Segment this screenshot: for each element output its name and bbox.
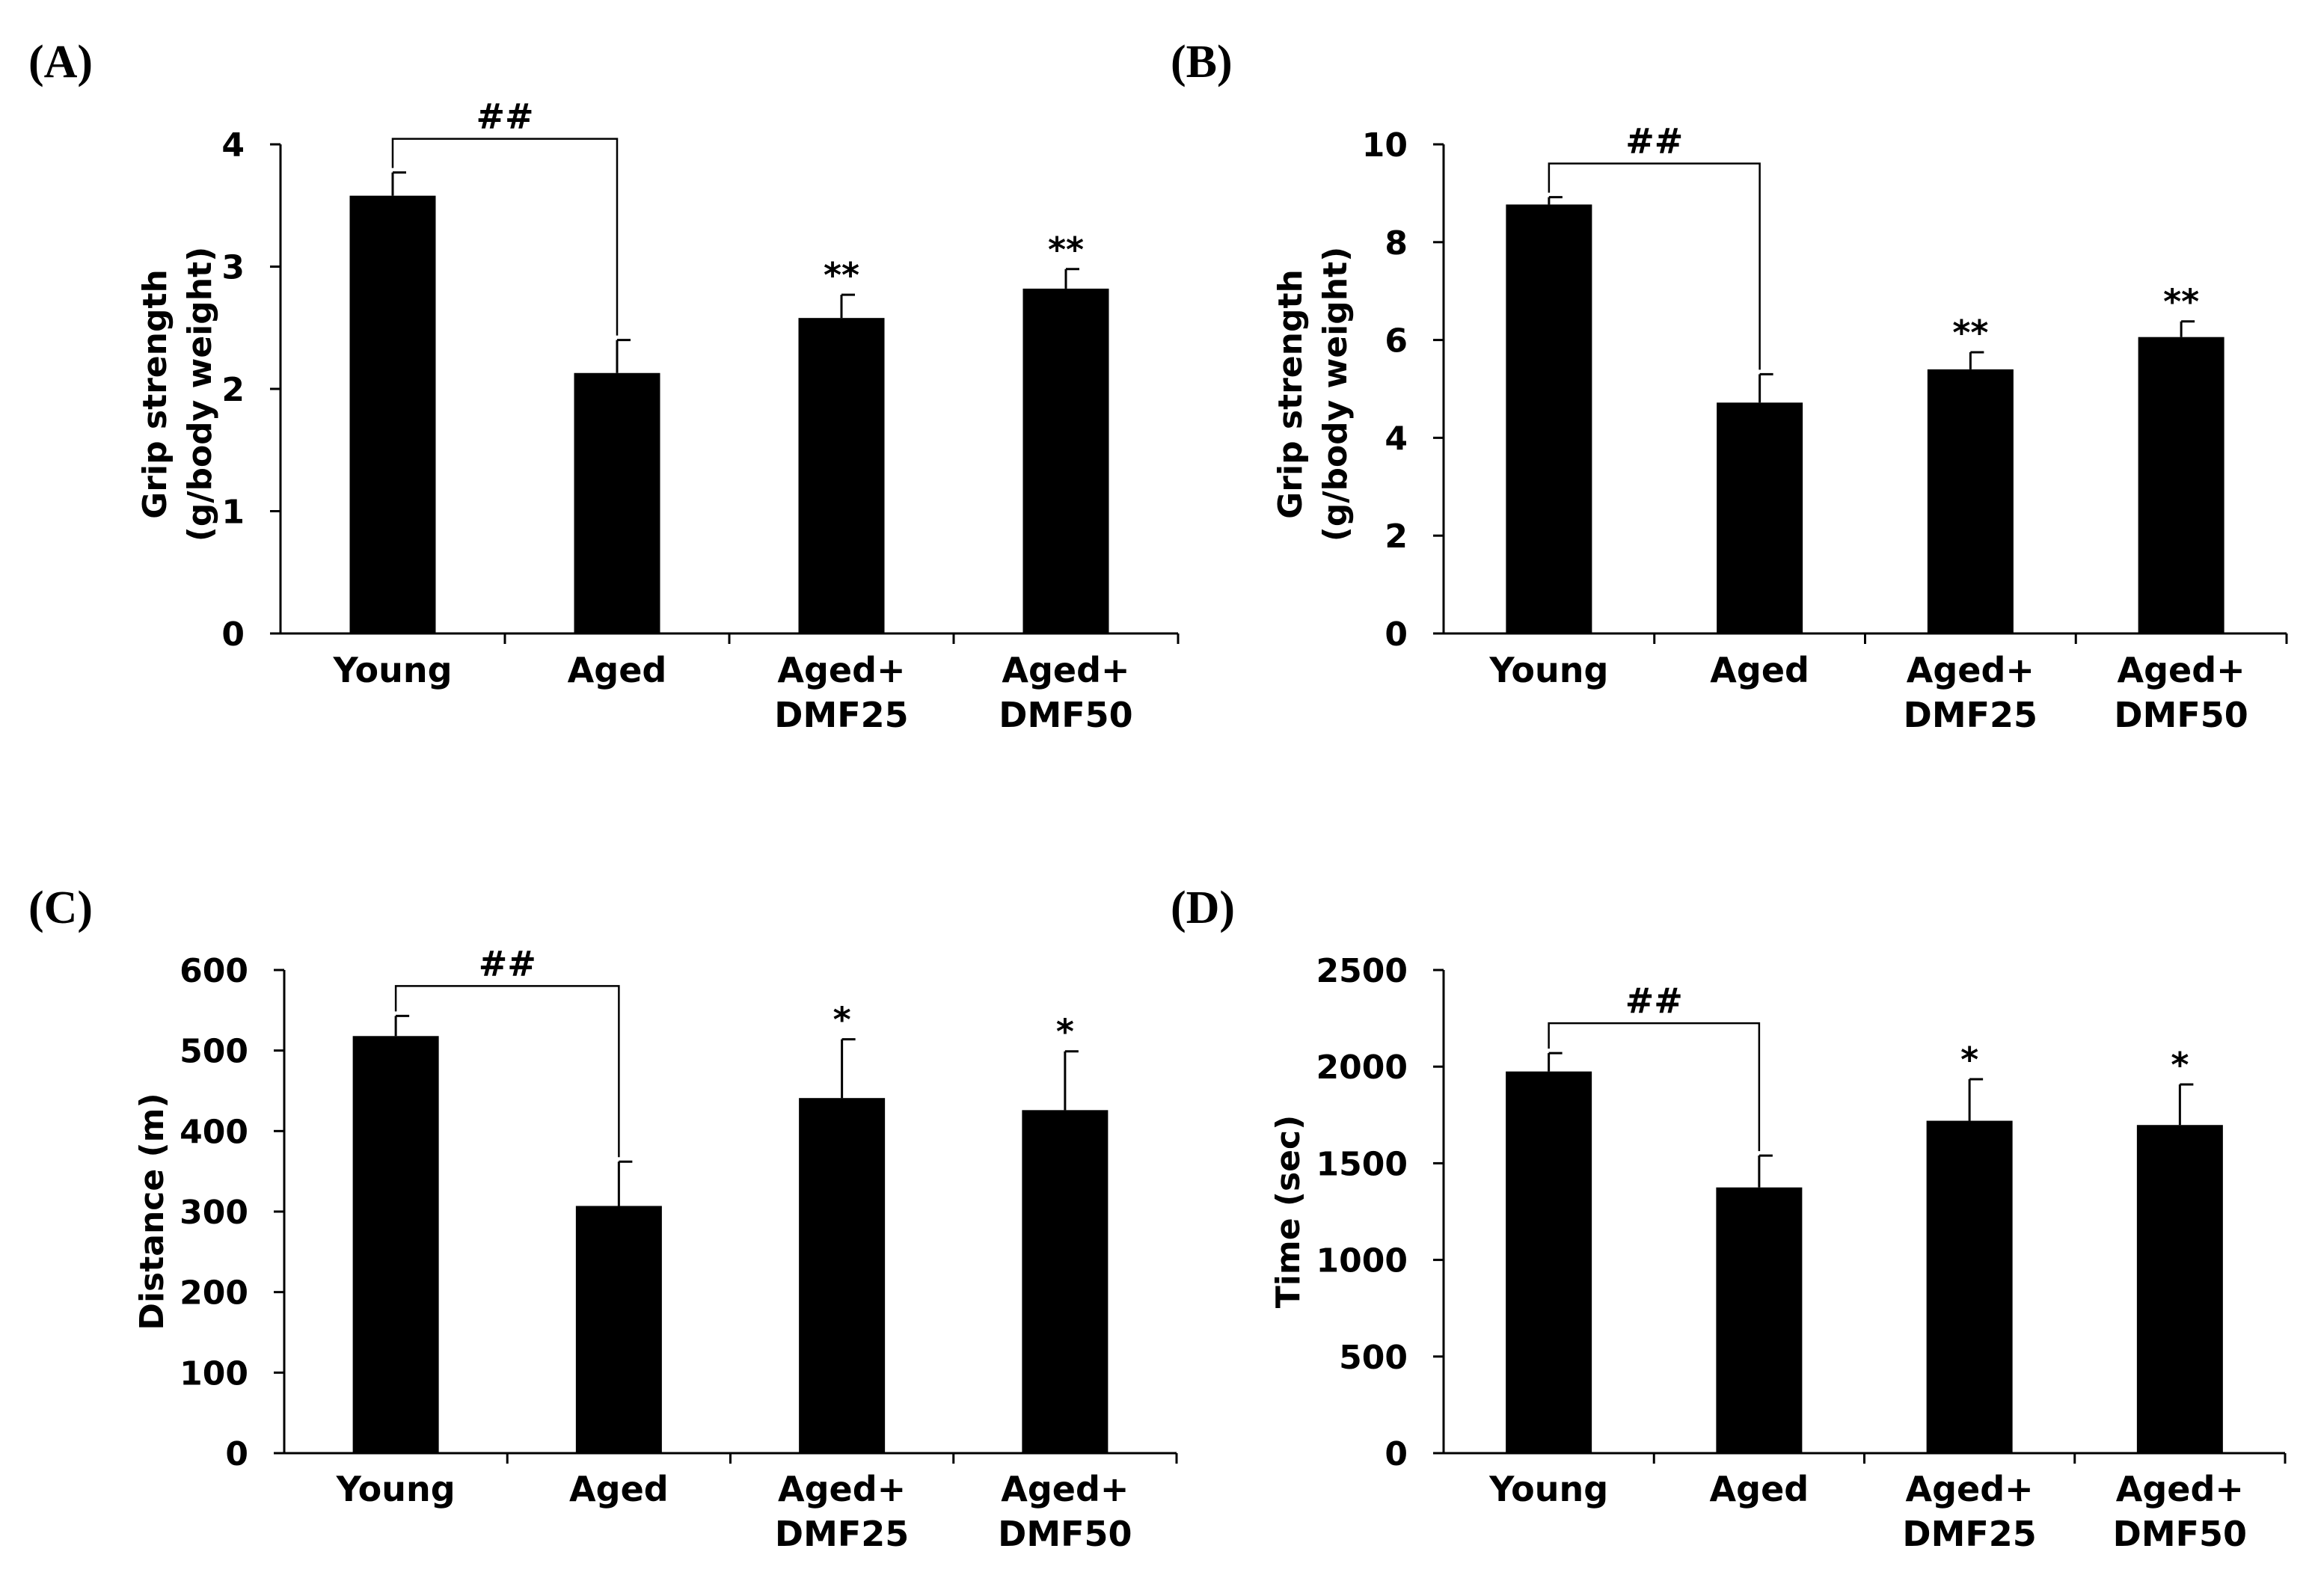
significance-bracket <box>1548 1022 1761 1152</box>
bar <box>1716 1187 1803 1453</box>
x-tick-label: Aged <box>569 1469 669 1509</box>
significance-marker: * <box>833 1000 851 1040</box>
significance-marker: ** <box>1952 313 1988 353</box>
bar <box>798 318 885 633</box>
bar <box>2136 1125 2223 1453</box>
bar <box>1927 369 2014 633</box>
y-tick-label: 0 <box>221 616 245 654</box>
x-tick-label: DMF50 <box>999 695 1132 735</box>
x-tick-label: DMF25 <box>1904 695 2037 735</box>
x-tick-label: Aged+ <box>777 650 905 690</box>
x-tick-label: Young <box>1488 650 1608 690</box>
bracket-label: ## <box>1625 121 1683 162</box>
significance-marker: * <box>1960 1040 1978 1080</box>
x-tick-label: Aged+ <box>778 1469 906 1509</box>
x-tick-label: DMF50 <box>998 1514 1132 1554</box>
y-axis-label: Distance (m) <box>133 1093 171 1330</box>
significance-marker: * <box>1056 1012 1074 1052</box>
y-tick-label: 200 <box>180 1274 248 1313</box>
bar <box>1926 1120 2013 1453</box>
y-tick-label: 8 <box>1385 224 1408 263</box>
bar <box>2138 337 2224 633</box>
bar <box>1506 204 1592 633</box>
bar <box>1022 288 1109 633</box>
y-tick-label: 400 <box>180 1113 248 1151</box>
bracket-label: ## <box>476 96 533 137</box>
significance-marker: * <box>2171 1045 2189 1085</box>
y-axis-label: Grip strength <box>1272 269 1310 519</box>
panel-label: (D) <box>1171 883 1235 933</box>
y-tick-label: 6 <box>1385 322 1408 360</box>
bar <box>1717 402 1803 633</box>
y-tick-label: 4 <box>1385 420 1408 458</box>
panel-label: (C) <box>28 883 93 933</box>
x-tick-label: Aged <box>1710 650 1809 690</box>
y-tick-label: 0 <box>225 1435 248 1473</box>
x-tick-label: DMF25 <box>774 695 908 735</box>
significance-marker: ** <box>824 255 859 295</box>
bar <box>1022 1110 1109 1453</box>
chart-panel-d: (D) Time (sec) 0 500 1000 1500 2000 2500 Young Ag… <box>1171 883 2287 1554</box>
y-tick-label: 10 <box>1362 126 1408 165</box>
bar <box>1506 1071 1592 1453</box>
chart-panel-b: (B) Grip strength (g/body weight) 0 2 4 6 8 10 Yo… <box>1171 37 2288 735</box>
y-axis-label: Time (sec) <box>1269 1115 1307 1308</box>
y-tick-label: 100 <box>180 1354 248 1393</box>
significance-bracket <box>391 138 619 336</box>
y-tick-label: 2 <box>1385 518 1408 556</box>
x-tick-label: Aged+ <box>1001 1469 1129 1509</box>
y-tick-label: 1000 <box>1316 1242 1408 1280</box>
x-tick-label: Aged+ <box>1907 650 2035 690</box>
x-tick-label: Aged <box>568 650 667 690</box>
chart-panel-a: (A) Grip strength (g/body weight) 0 1 2 3 4 Youn… <box>28 37 1180 735</box>
significance-marker: ** <box>1048 230 1084 270</box>
x-tick-label: DMF25 <box>775 1514 909 1554</box>
y-tick-label: 1500 <box>1316 1145 1408 1183</box>
y-axis-label: (g/body weight) <box>181 247 219 541</box>
x-tick-label: Aged+ <box>2116 1469 2244 1509</box>
x-tick-label: DMF50 <box>2113 1514 2247 1554</box>
significance-bracket <box>394 985 620 1158</box>
y-tick-label: 1 <box>221 494 245 532</box>
x-tick-label: Young <box>336 1469 456 1509</box>
bar <box>349 195 436 633</box>
bar <box>574 372 660 633</box>
y-tick-label: 500 <box>180 1033 248 1071</box>
y-tick-label: 2000 <box>1316 1049 1408 1087</box>
y-tick-label: 2 <box>221 371 245 409</box>
y-tick-label: 0 <box>1385 616 1408 654</box>
x-tick-label: Aged+ <box>1906 1469 2034 1509</box>
x-tick-label: DMF25 <box>1902 1514 2036 1554</box>
significance-marker: ** <box>2163 282 2199 322</box>
y-tick-label: 500 <box>1339 1339 1408 1377</box>
y-tick-label: 600 <box>180 952 248 990</box>
bar <box>575 1206 662 1453</box>
bar <box>799 1098 886 1453</box>
chart-panel-c: (C) Distance (m) 0 100 200 300 400 500 600 Young A… <box>28 883 1178 1554</box>
y-tick-label: 3 <box>221 249 245 287</box>
y-tick-label: 2500 <box>1316 952 1408 990</box>
x-tick-label: DMF50 <box>2114 695 2248 735</box>
x-tick-label: Young <box>1488 1469 1608 1509</box>
x-tick-label: Aged+ <box>2118 650 2245 690</box>
bracket-label: ## <box>1625 980 1683 1021</box>
y-tick-label: 4 <box>221 126 245 165</box>
x-tick-label: Young <box>332 650 452 690</box>
y-axis-label: Grip strength <box>136 269 174 519</box>
bracket-label: ## <box>479 943 536 983</box>
bar <box>352 1036 439 1453</box>
x-tick-label: Aged <box>1710 1469 1809 1509</box>
y-axis-label: (g/body weight) <box>1316 247 1355 541</box>
y-tick-label: 0 <box>1385 1435 1408 1473</box>
panel-label: (A) <box>28 37 93 88</box>
panel-label: (B) <box>1171 37 1233 88</box>
y-tick-label: 300 <box>180 1194 248 1232</box>
x-tick-label: Aged+ <box>1002 650 1129 690</box>
significance-bracket <box>1548 162 1761 370</box>
